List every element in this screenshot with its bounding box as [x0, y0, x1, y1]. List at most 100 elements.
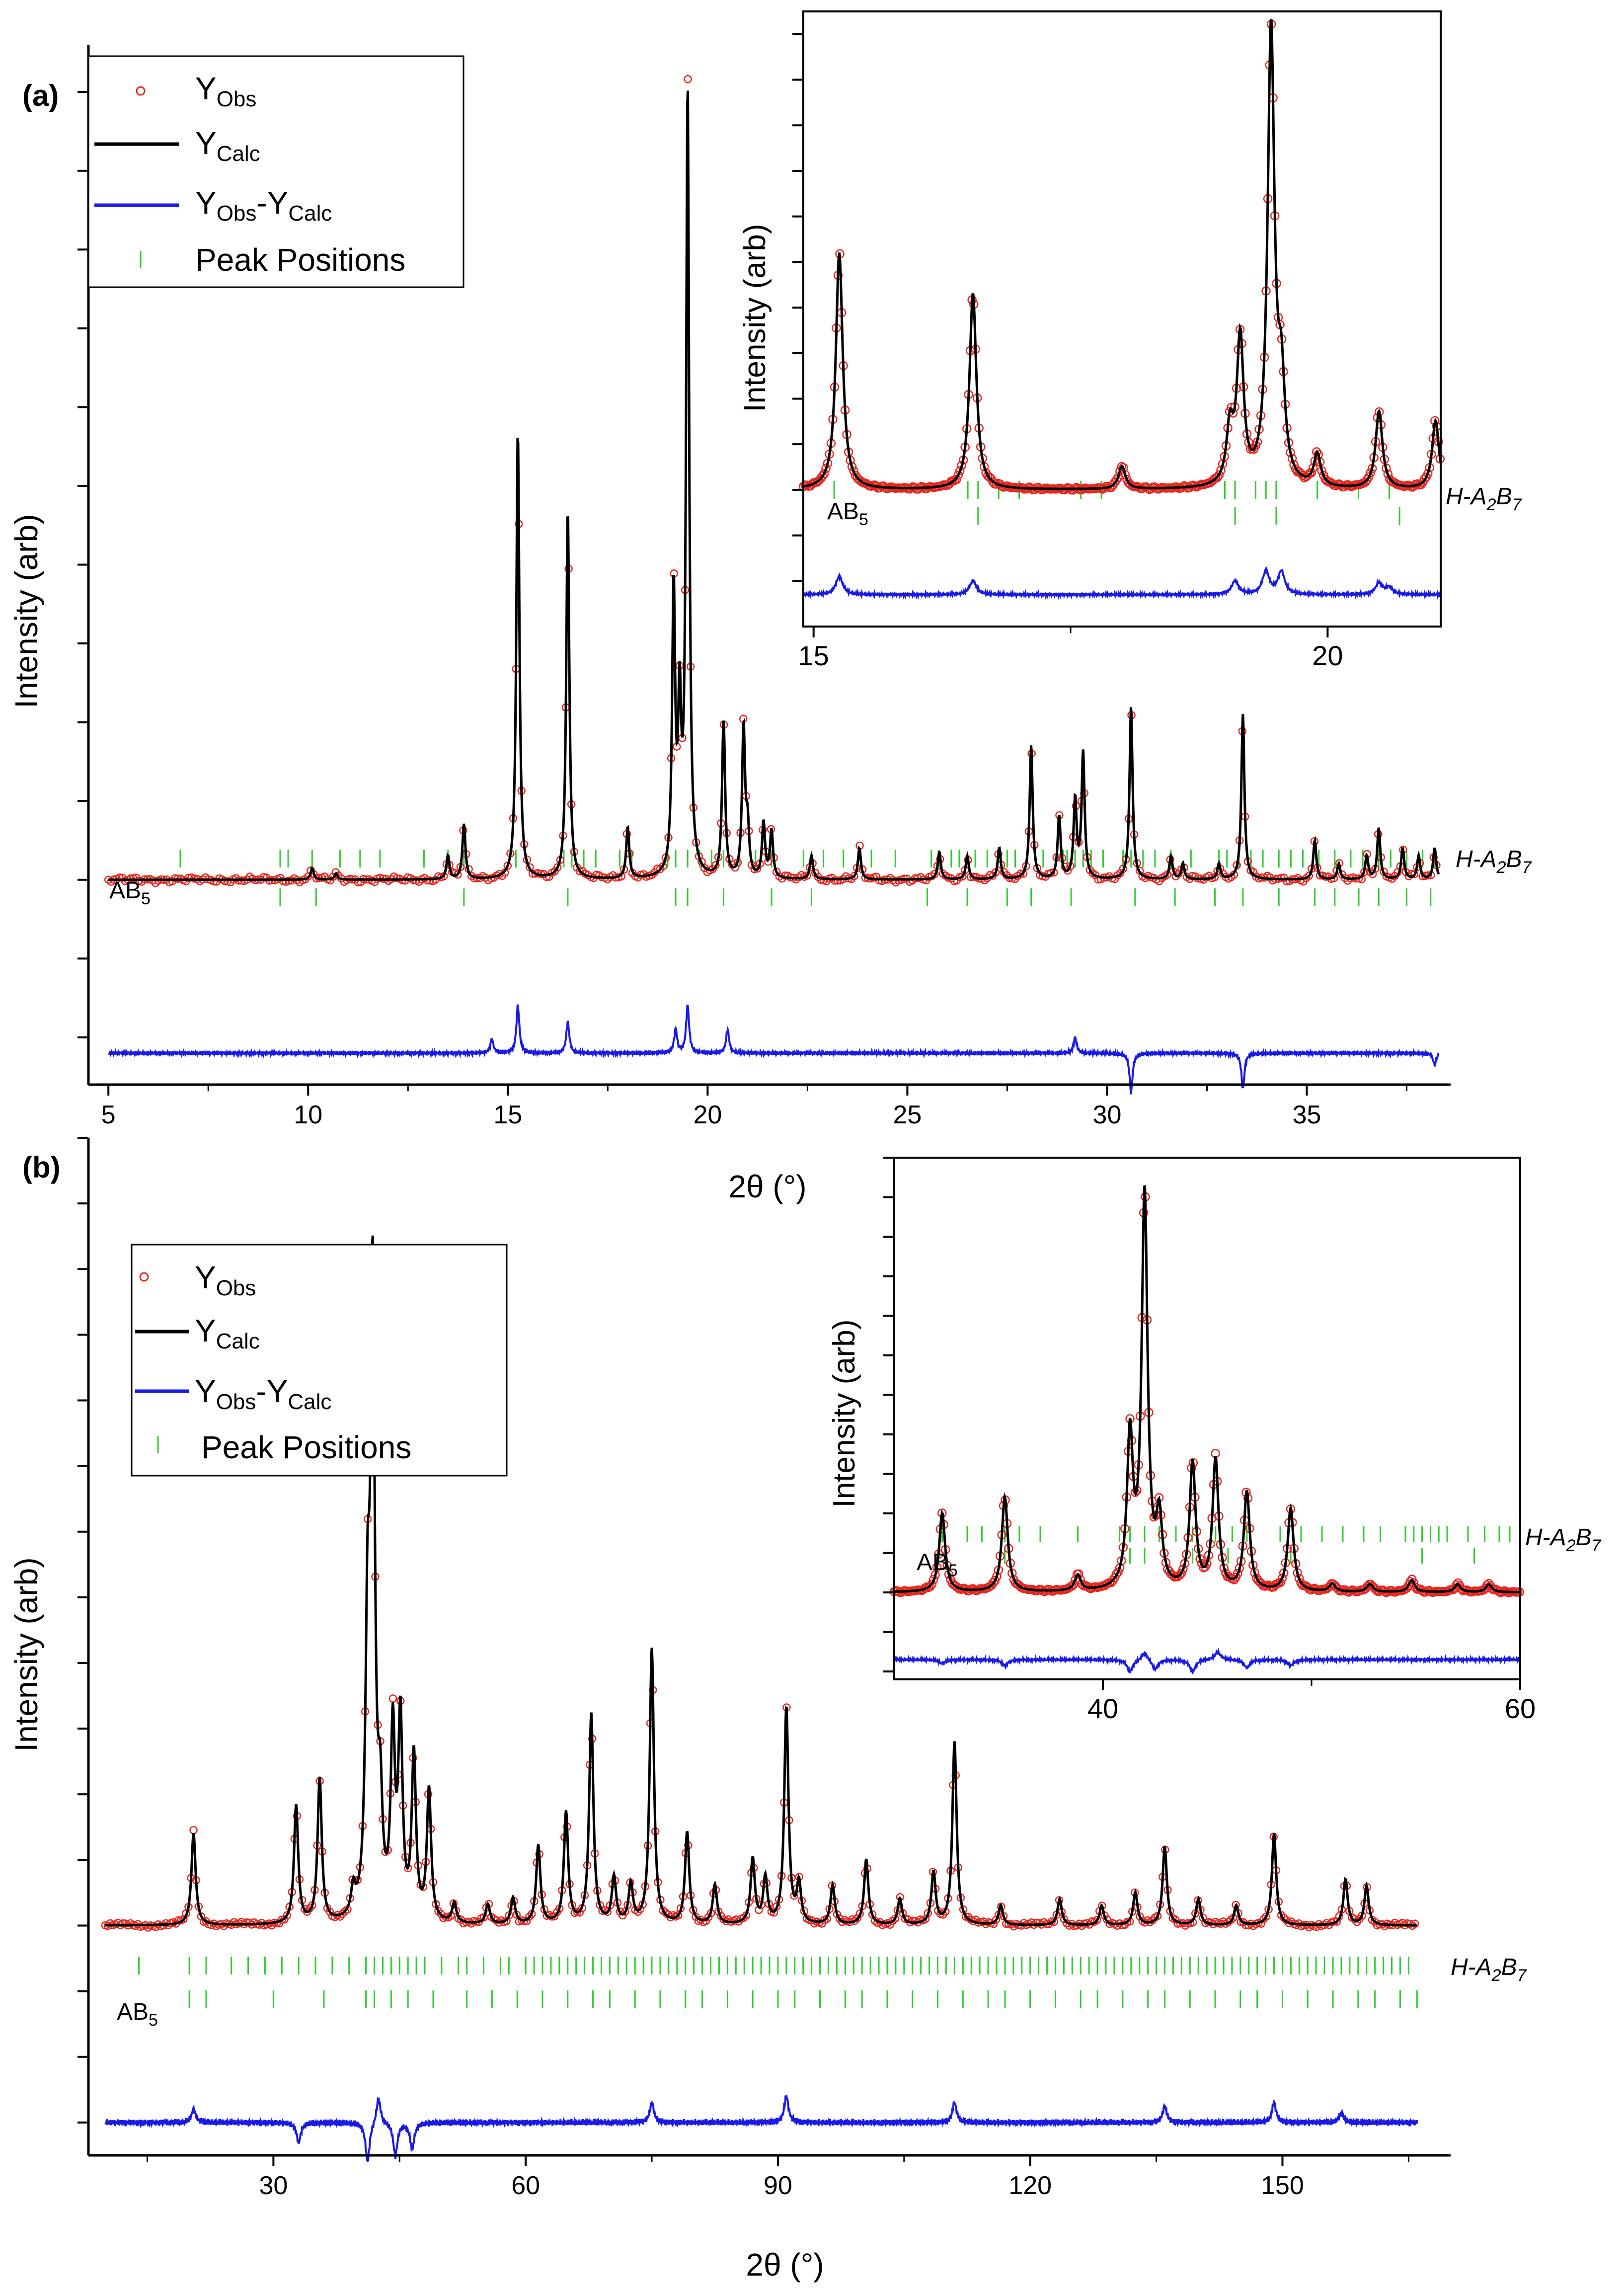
panel-a-x-tick-label-6: 35	[1293, 1101, 1321, 1129]
panel-a-inset-observed-point	[819, 469, 829, 478]
panel-b-observed-point	[674, 1911, 683, 1920]
panel-b-inset-observed-point	[1277, 1574, 1287, 1583]
panel-b-observed-point	[739, 1913, 748, 1922]
legend-peak-label: Peak Positions	[201, 1429, 411, 1465]
panel-a-x-tick-label-3: 20	[693, 1101, 722, 1129]
panel-a-inset-y-axis-title: Intensity (arb)	[738, 224, 772, 412]
panel-a-x-tick-label-1: 10	[294, 1101, 322, 1129]
panel-b-observed-point	[278, 1915, 286, 1924]
panel-b-inset-observed-point	[1233, 1569, 1242, 1579]
panel-a-observed-point	[553, 863, 562, 871]
panel-a-inset: 15 20 Intensity (arb) AB5 H-A2B7	[738, 10, 1522, 671]
panel-b-legend: YObs YCalc YObs-YCalc Peak Positions	[131, 1244, 508, 1477]
panel-b-observed-point	[1410, 1919, 1419, 1928]
panel-a-observed-point	[542, 872, 551, 881]
panel-b-observed-point	[633, 1907, 642, 1916]
panel-a-inset-x-tick-label-0: 15	[798, 640, 829, 671]
panel-b-observed-point	[220, 1922, 228, 1930]
panel-a-observed-point	[833, 876, 842, 885]
panel-b-observed-point	[283, 1911, 291, 1920]
legend-calculated-label: YCalc	[195, 1313, 260, 1353]
legend-observed-marker	[136, 86, 146, 96]
panel-a-y-axis-title: Intensity (arb)	[8, 514, 44, 708]
panel-b-inset-observed-point	[925, 1582, 935, 1591]
panel-b-observed-point	[1032, 1918, 1041, 1927]
panel-b-observed-point	[1227, 1915, 1235, 1924]
panel-b-inset-observed-point	[927, 1579, 936, 1589]
panel-a: 5 10 15 20 25 30 35 (a) Intensity (arb) 2θ (°)…	[8, 10, 1532, 1204]
panel-b-observed-point	[550, 1912, 559, 1921]
panel-b-observed-point	[325, 1907, 334, 1916]
panel-a-x-axis-title: 2θ (°)	[728, 1169, 806, 1204]
panel-b-observed-point	[621, 1907, 629, 1916]
panel-a-axis-ticks: 5 10 15 20 25 30 35	[77, 91, 1408, 1129]
legend-difference-label: YObs-YCalc	[195, 1373, 331, 1414]
panel-a-observed-point	[684, 75, 692, 83]
panel-b-observed-point	[1092, 1916, 1101, 1924]
panel-b-observed-point	[242, 1918, 251, 1927]
panel-b-phase-a2b7-label: H-A2B7	[1451, 1954, 1527, 1985]
panel-a-observed-point	[850, 872, 858, 880]
legend-observed-marker	[139, 1272, 149, 1282]
panel-b-inset-difference-curve	[893, 1647, 1521, 1675]
panel-a-inset-observed-point	[955, 466, 965, 475]
panel-a-inset-calculated-curve	[803, 19, 1442, 490]
panel-b-observed-point	[525, 1912, 534, 1921]
panel-a-difference-curve	[107, 1004, 1440, 1095]
panel-a-calculated-curve	[108, 90, 1440, 881]
panel-a-inset-observed-point	[1216, 466, 1226, 475]
panel-a-legend-box	[87, 55, 464, 288]
panel-a-phase-ab5-label: AB5	[109, 877, 151, 908]
panel-b-inset-y-axis-title: Intensity (arb)	[827, 1319, 861, 1507]
panel-b-observed-point	[853, 1914, 861, 1923]
panel-b-observed-point	[1259, 1915, 1268, 1924]
panel-a-observed-point	[958, 872, 967, 881]
panel-a-observed-point	[1410, 870, 1419, 878]
panel-a-inset-x-tick-label-1: 20	[1312, 640, 1343, 671]
panel-b-data-marks	[101, 1235, 1419, 2162]
panel-a-inset-phase-a2b7-label: H-A2B7	[1446, 483, 1522, 514]
panel-a-inset-phase-ab5-label: AB5	[827, 498, 868, 529]
panel-a-observed-point	[184, 873, 193, 882]
panel-a-observed-point	[1016, 869, 1025, 878]
legend-observed-label: YObs	[195, 1260, 256, 1300]
panel-b-observed-point	[888, 1917, 897, 1925]
panel-a-x-tick-label-2: 15	[493, 1101, 522, 1129]
legend-peak-label: Peak Positions	[195, 242, 405, 278]
panel-a-inset-observed-point	[953, 470, 963, 480]
panel-a-observed-point	[1282, 877, 1291, 885]
panel-a-observed-point	[969, 872, 978, 881]
panel-b-x-tick-label-3: 120	[1008, 2171, 1052, 2200]
panel-a-observed-point	[221, 877, 229, 885]
legend-calculated-label: YCalc	[195, 125, 260, 166]
panel-a-inset-frame	[802, 10, 1442, 628]
panel-b-inset-phase-a2b7-label: H-A2B7	[1525, 1524, 1602, 1555]
panel-a-inset-difference-curve	[802, 566, 1442, 600]
panel-a-inset-axis-ticks: 15 20	[792, 33, 1343, 671]
panel-b-inset-observed-point	[1113, 1567, 1123, 1577]
panel-b-observed-point	[152, 1923, 160, 1931]
panel-b-inset-observed-point	[1176, 1569, 1186, 1578]
panel-b-inset-observed-point	[1276, 1578, 1285, 1587]
panel-b-inset-calculated-curve	[894, 1185, 1520, 1593]
panel-b-observed-point	[1381, 1922, 1389, 1930]
panel-b-inset: 40 60 Intensity (arb) AB5 H-A2B7	[827, 1157, 1602, 1724]
panel-b-observed-point	[979, 1917, 988, 1926]
panel-a-inset-observed-point	[1364, 472, 1374, 481]
panel-b-inset-frame	[893, 1157, 1521, 1680]
panel-b-y-axis-title: Intensity (arb)	[8, 1557, 44, 1751]
panel-a-x-tick-label-4: 25	[893, 1101, 922, 1129]
panel-a-observed-point	[126, 874, 135, 883]
panel-b-x-tick-label-0: 30	[259, 2171, 288, 2200]
panel-b-inset-observed-point	[1178, 1564, 1188, 1574]
panel-a-observed-point	[803, 871, 811, 880]
panel-a-inset-observed-point	[1213, 473, 1222, 482]
panel-a-inset-observed-point	[951, 474, 961, 484]
panel-b-observed-point	[1171, 1915, 1179, 1924]
panel-b-observed-point	[1241, 1921, 1250, 1929]
panel-b-x-axis-title: 2θ (°)	[746, 2247, 824, 2283]
panel-b-axis-ticks: 30 60 90 120 150	[77, 1137, 1409, 2200]
panel-a-x-tick-label-0: 5	[101, 1101, 116, 1129]
